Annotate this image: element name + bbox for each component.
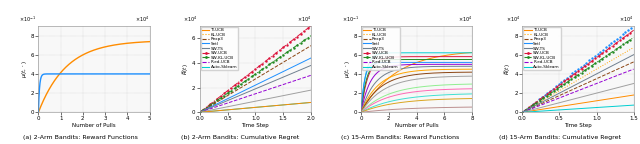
Text: $\times10^{4}$: $\times10^{4}$ [458,15,472,24]
Legend: TI-UCB, KL-UCB, Rexp3, SetI, SW-TS, SW-UCB, SW-KL-UCB, R-ed-UCB, Auto-Sklearn: TI-UCB, KL-UCB, Rexp3, SetI, SW-TS, SW-U… [362,27,400,70]
Y-axis label: $\widehat{R}(t)$: $\widehat{R}(t)$ [180,63,191,75]
Y-axis label: $\mu(t,\cdot)$: $\mu(t,\cdot)$ [343,60,352,78]
X-axis label: Number of Pulls: Number of Pulls [72,123,116,128]
Text: $\times10^{-1}$: $\times10^{-1}$ [19,15,36,24]
Text: (a) 2-Arm Bandits: Reward Functions: (a) 2-Arm Bandits: Reward Functions [22,135,138,140]
Text: (d) 15-Arm Bandits: Cumulative Regret: (d) 15-Arm Bandits: Cumulative Regret [499,135,621,140]
Text: (c) 15-Arm Bandits: Reward Functions: (c) 15-Arm Bandits: Reward Functions [341,135,459,140]
Text: $\times10^{4}$: $\times10^{4}$ [620,15,634,24]
X-axis label: Time Step: Time Step [241,123,269,128]
X-axis label: Time Step: Time Step [564,123,592,128]
Text: $\times10^{4}$: $\times10^{4}$ [506,15,520,24]
X-axis label: Number of Pulls: Number of Pulls [395,123,438,128]
Legend: TI-UCB, KL-UCB, Rexp3, SetI, SW-TS, SW-UCB, SW-KL-UCB, R-ed-UCB, Auto-Sklearn: TI-UCB, KL-UCB, Rexp3, SetI, SW-TS, SW-U… [523,27,561,70]
Text: $\times10^{4}$: $\times10^{4}$ [183,15,198,24]
Y-axis label: $\mu(t,\cdot)$: $\mu(t,\cdot)$ [20,60,29,78]
Text: $\times10^{4}$: $\times10^{4}$ [297,15,311,24]
Text: (b) 2-Arm Bandits: Cumulative Regret: (b) 2-Arm Bandits: Cumulative Regret [181,135,299,140]
Text: $\times10^{4}$: $\times10^{4}$ [136,15,150,24]
Legend: TI-UCB, KL-UCB, Rexp3, SetI, SW-TS, SW-UCB, SW-KL-UCB, R-ed-UCB, Auto-Sklearn: TI-UCB, KL-UCB, Rexp3, SetI, SW-TS, SW-U… [200,27,239,70]
Y-axis label: $\widehat{R}(t)$: $\widehat{R}(t)$ [502,63,513,75]
Text: $\times10^{-1}$: $\times10^{-1}$ [342,15,359,24]
